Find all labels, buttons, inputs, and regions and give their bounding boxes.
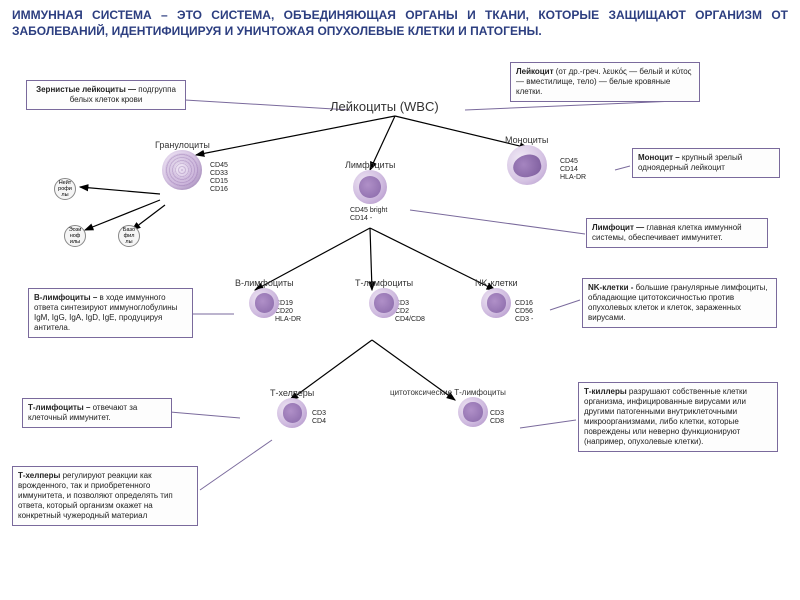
granular-info: Зернистые лейкоциты — подгруппа белых кл… (26, 80, 186, 110)
th-cell-icon (277, 398, 307, 428)
lymphocytes-node: Лимфоциты (345, 160, 395, 209)
monocytes-node: Моноциты (505, 135, 548, 190)
monocytes-label: Моноциты (505, 135, 548, 145)
t-helpers-node: Т-хелперы (270, 388, 314, 433)
granulocytes-label: Гранулоциты (155, 140, 210, 150)
lymphocyte-info: Лимфоцит — главная клетка иммунной систе… (586, 218, 768, 248)
granulocyte-markers: CD45CD33CD15CD16 (210, 162, 228, 194)
nk-info: NK-клетки - большие гранулярные лимфоцит… (582, 278, 777, 328)
t-helper-info: Т-хелперы регулируют реакции как врожден… (12, 466, 198, 526)
monocyte-info: Моноцит – крупный зрелый одноядерный лей… (632, 148, 780, 178)
b-label: В-лимфоциты (235, 278, 294, 288)
ctl-label: цитотоксические Т-лимфоциты (390, 388, 506, 397)
neutrophils-node: Нейт рофи лы (54, 178, 76, 200)
t-cell-icon (369, 288, 399, 318)
lymphocyte-cell-icon (353, 170, 387, 204)
cytotoxic-t-node: цитотоксические Т-лимфоциты (390, 388, 506, 432)
page-title: ИММУННАЯ СИСТЕМА – ЭТО СИСТЕМА, ОБЪЕДИНЯ… (0, 0, 800, 47)
nk-cells-node: NK-клетки (475, 278, 518, 323)
ctl-cell-icon (458, 397, 488, 427)
th-label: Т-хелперы (270, 388, 314, 398)
nk-label: NK-клетки (475, 278, 518, 288)
basophils-node: Базо фил лы (118, 225, 140, 247)
leukocyte-info: Лейкоцит (от др.-греч. λευκός — белый и … (510, 62, 700, 102)
monocyte-markers: CD45CD14HLA-DR (560, 158, 586, 182)
eosinophils-node: Эози ноф илы (64, 225, 86, 247)
lymphocyte-markers: CD45 brightCD14 - (350, 207, 387, 223)
b-lymphocytes-node: В-лимфоциты (235, 278, 294, 323)
b-cell-icon (249, 288, 279, 318)
t-lymph-info: Т-лимфоциты – отвечают за клеточный имму… (22, 398, 172, 428)
lymphocytes-label: Лимфоциты (345, 160, 395, 170)
nk-markers: CD16CD56CD3 - (515, 300, 533, 324)
root-node: Лейкоциты (WBC) (330, 98, 439, 116)
monocyte-cell-icon (507, 145, 547, 185)
granulocyte-cell-icon (162, 150, 202, 190)
root-label: Лейкоциты (WBC) (330, 99, 439, 114)
t-lymphocytes-node: Т-лимфоциты (355, 278, 413, 323)
t-killer-info: Т-киллеры разрушают собственные клетки о… (578, 382, 778, 452)
t-label: Т-лимфоциты (355, 278, 413, 288)
b-lymph-info: В-лимфоциты – в ходе иммунного ответа си… (28, 288, 193, 338)
granulocytes-node: Гранулоциты (155, 140, 210, 195)
nk-cell-icon (481, 288, 511, 318)
